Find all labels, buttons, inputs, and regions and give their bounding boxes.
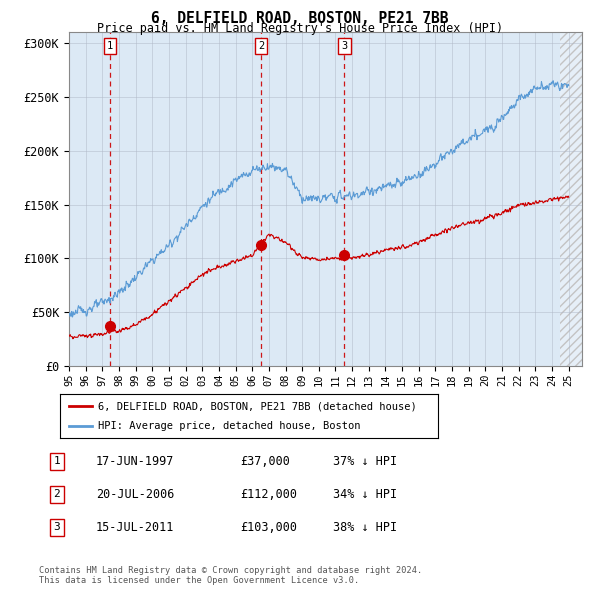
Text: 34% ↓ HPI: 34% ↓ HPI xyxy=(333,488,397,501)
Text: 17-JUN-1997: 17-JUN-1997 xyxy=(96,455,175,468)
Text: £103,000: £103,000 xyxy=(240,521,297,534)
Text: Contains HM Land Registry data © Crown copyright and database right 2024.
This d: Contains HM Land Registry data © Crown c… xyxy=(39,566,422,585)
Text: Price paid vs. HM Land Registry's House Price Index (HPI): Price paid vs. HM Land Registry's House … xyxy=(97,22,503,35)
Text: £112,000: £112,000 xyxy=(240,488,297,501)
Text: 38% ↓ HPI: 38% ↓ HPI xyxy=(333,521,397,534)
Text: 2: 2 xyxy=(53,490,61,499)
Text: HPI: Average price, detached house, Boston: HPI: Average price, detached house, Bost… xyxy=(98,421,360,431)
Text: 20-JUL-2006: 20-JUL-2006 xyxy=(96,488,175,501)
Text: 15-JUL-2011: 15-JUL-2011 xyxy=(96,521,175,534)
Text: 2: 2 xyxy=(258,41,265,51)
Bar xyxy=(560,32,586,366)
Bar xyxy=(560,32,586,366)
Text: 37% ↓ HPI: 37% ↓ HPI xyxy=(333,455,397,468)
Text: 3: 3 xyxy=(53,523,61,532)
Text: 3: 3 xyxy=(341,41,347,51)
Text: 6, DELFIELD ROAD, BOSTON, PE21 7BB (detached house): 6, DELFIELD ROAD, BOSTON, PE21 7BB (deta… xyxy=(98,401,416,411)
Text: £37,000: £37,000 xyxy=(240,455,290,468)
Text: 1: 1 xyxy=(53,457,61,466)
Text: 1: 1 xyxy=(107,41,113,51)
Text: 6, DELFIELD ROAD, BOSTON, PE21 7BB: 6, DELFIELD ROAD, BOSTON, PE21 7BB xyxy=(151,11,449,25)
